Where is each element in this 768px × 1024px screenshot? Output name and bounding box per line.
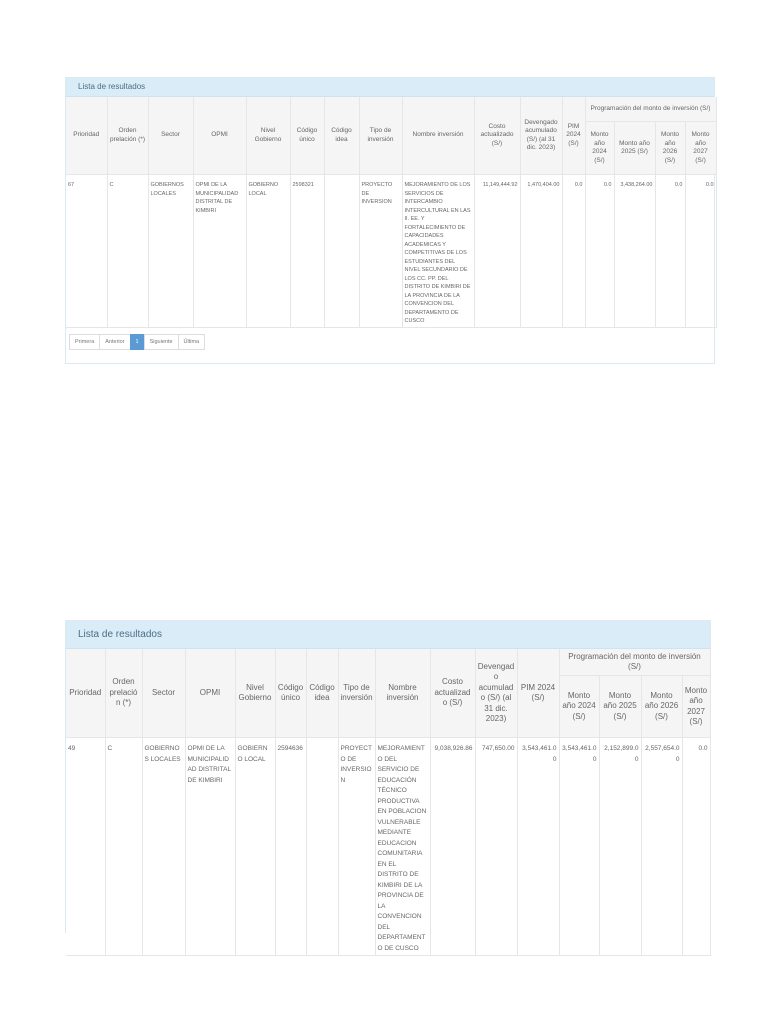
cell-sector: GOBIERNOS LOCALES [148,174,194,328]
header-group: Programación del monto de inversión (S/) [585,97,717,122]
cell-costo: 9,038,926.86 [430,737,476,956]
cell-m2026: 2,557,654.00 [641,737,683,956]
header-nivel: Nivel Gobierno [246,97,291,175]
page-next-button[interactable]: Siguiente [143,334,179,350]
header-pim: PIM 2024 (S/) [517,649,560,738]
cell-m2025: 3,438,264.00 [614,174,656,328]
table-row: 49 C GOBIERNOS LOCALES OPMI DE LA MUNICI… [66,737,711,956]
header-costo: Costo actualizado (S/) [474,97,521,175]
cell-m2024: 0.0 [585,174,615,328]
page-current-button[interactable]: 1 [129,334,145,350]
header-codigo-unico: Código único [290,97,325,175]
results-panel-2: Lista de resultados Prioridad Orden prel… [65,620,711,956]
header-m2025: Monto año 2025 (S/) [599,675,642,738]
panel-title: Lista de resultados [66,621,710,649]
header-m2026: Monto año 2026 (S/) [641,675,683,738]
cell-m2026: 0.0 [655,174,686,328]
header-group: Programación del monto de inversión (S/) [559,649,711,676]
cell-opmi: OPMI DE LA MUNICIPALIDAD DISTRITAL DE KI… [193,174,247,328]
cell-devengado: 747,650.00 [475,737,518,956]
header-nivel: Nivel Gobierno [235,649,276,738]
cell-m2024: 3,543,461.00 [559,737,600,956]
header-m2024: Monto año 2024 (S/) [585,121,615,175]
cell-codigo-unico: 2598321 [290,174,325,328]
cell-prioridad: 49 [66,737,106,956]
header-codigo-idea: Código idea [306,649,339,738]
header-m2025: Monto año 2025 (S/) [614,121,656,175]
table-row: 67 C GOBIERNOS LOCALES OPMI DE LA MUNICI… [66,174,717,328]
cell-nombre: MEJORAMIENTO DE LOS SERVICIOS DE INTERCA… [402,174,475,328]
cell-costo: 11,149,444.92 [474,174,521,328]
header-nombre: Nombre inversión [375,649,431,738]
cell-m2027: 0.0 [682,737,711,956]
header-nombre: Nombre inversión [402,97,475,175]
header-prioridad: Prioridad [66,97,108,175]
header-m2027: Monto año 2027 (S/) [682,675,711,738]
header-m2026: Monto año 2026 (S/) [655,121,686,175]
panel-title: Lista de resultados [66,78,714,97]
results-table: Prioridad Orden prelación (*) Sector OPM… [66,649,711,956]
header-tipo: Tipo de inversión [338,649,376,738]
cell-pim: 3,543,461.00 [517,737,560,956]
header-opmi: OPMI [193,97,247,175]
header-m2027: Monto año 2027 (S/) [685,121,717,175]
header-prioridad: Prioridad [66,649,106,738]
results-panel-1: Lista de resultados Prioridad Orden prel… [65,77,717,364]
cell-devengado: 1,470,404.00 [520,174,563,328]
cell-nombre: MEJORAMIENTO DEL SERVICIO DE EDUCACIÓN T… [375,737,431,956]
cell-nivel: GOBIERNO LOCAL [235,737,276,956]
cell-sector: GOBIERNOS LOCALES [142,737,186,956]
cell-orden: C [107,174,149,328]
cell-tipo: PROYECTO DE INVERSION [338,737,376,956]
header-devengado: Devengado acumulado (S/) (al 31 dic. 202… [520,97,563,175]
cell-opmi: OPMI DE LA MUNICIPALIDAD DISTRITAL DE KI… [185,737,236,956]
cell-m2025: 2,152,899.00 [599,737,642,956]
cell-codigo-idea [324,174,360,328]
page-first-button[interactable]: Primera [69,334,101,350]
header-codigo-idea: Código idea [324,97,360,175]
pagination: Primera Anterior 1 Siguiente Última [69,334,206,350]
header-costo: Costo actualizado (S/) [430,649,476,738]
cell-codigo-unico: 2594636 [275,737,307,956]
results-table: Prioridad Orden prelación (*) Sector OPM… [66,97,717,328]
header-tipo: Tipo de inversión [359,97,403,175]
cell-orden: C [105,737,143,956]
cell-nivel: GOBIERNO LOCAL [246,174,291,328]
cell-m2027: 0.0 [685,174,717,328]
cell-codigo-idea [306,737,339,956]
cell-tipo: PROYECTO DE INVERSION [359,174,403,328]
cell-prioridad: 67 [66,174,108,328]
page-last-button[interactable]: Última [177,334,206,350]
header-sector: Sector [148,97,194,175]
header-sector: Sector [142,649,186,738]
header-devengado: Devengado acumulado (S/) (al 31 dic. 202… [475,649,518,738]
header-orden: Orden prelación (*) [107,97,149,175]
page-prev-button[interactable]: Anterior [99,334,131,350]
header-orden: Orden prelación (*) [105,649,143,738]
header-opmi: OPMI [185,649,236,738]
header-codigo-unico: Código único [275,649,307,738]
cell-pim: 0.0 [562,174,586,328]
header-m2024: Monto año 2024 (S/) [559,675,600,738]
header-pim: PIM 2024 (S/) [562,97,586,175]
